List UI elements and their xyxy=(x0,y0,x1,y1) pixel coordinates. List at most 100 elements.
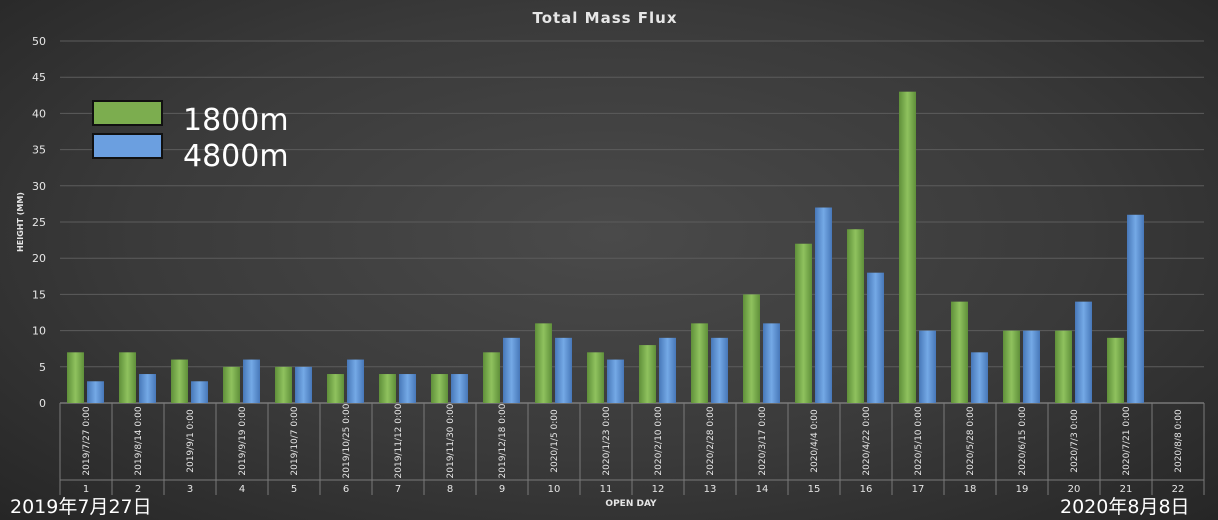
bar-1800m xyxy=(639,345,656,403)
x-date-label: 2019/12/18 0:00 xyxy=(498,403,508,478)
legend-label-1800m: 1800m xyxy=(183,103,289,138)
x-category-label: 11 xyxy=(600,484,613,495)
bar-4800m xyxy=(659,337,676,403)
x-category-label: 15 xyxy=(808,484,821,495)
bar-4800m xyxy=(815,207,832,403)
legend-swatch-1800m xyxy=(92,100,163,126)
x-date-label: 2020/5/28 0:00 xyxy=(966,406,976,475)
x-category-label: 13 xyxy=(704,484,717,495)
x-category-label: 10 xyxy=(548,484,561,495)
x-category-label: 4 xyxy=(239,484,245,495)
x-category-label: 2 xyxy=(135,484,141,495)
end-date-annotation: 2020年8月8日 xyxy=(1060,496,1190,518)
bars xyxy=(67,91,1144,404)
x-category-label: 19 xyxy=(1016,484,1029,495)
y-tick-label: 10 xyxy=(32,325,46,338)
bar-4800m xyxy=(711,337,728,403)
x-date-label: 2020/7/21 0:00 xyxy=(1122,406,1132,475)
bar-4800m xyxy=(139,374,156,403)
bar-1800m xyxy=(119,352,136,403)
bar-4800m xyxy=(243,359,260,403)
x-date-label: 2019/11/30 0:00 xyxy=(446,403,456,478)
x-category-label: 1 xyxy=(83,484,89,495)
bar-4800m xyxy=(607,359,624,403)
x-category-label: 7 xyxy=(395,484,401,495)
x-category-label: 5 xyxy=(291,484,297,495)
x-category-label: 3 xyxy=(187,484,193,495)
bar-4800m xyxy=(867,272,884,403)
y-tick-label: 0 xyxy=(39,397,46,410)
x-date-label: 2020/3/17 0:00 xyxy=(758,406,768,475)
x-date-label: 2019/7/27 0:00 xyxy=(82,406,92,475)
bar-1800m xyxy=(899,91,916,404)
bar-4800m xyxy=(295,366,312,403)
bar-1800m xyxy=(951,301,968,403)
y-tick-label: 5 xyxy=(39,361,46,374)
bar-1800m xyxy=(795,243,812,403)
x-date-label: 2020/8/8 0:00 xyxy=(1174,409,1184,473)
x-date-label: 2019/9/19 0:00 xyxy=(238,406,248,475)
x-category-label: 17 xyxy=(912,484,925,495)
x-axis-label: OPEN DAY xyxy=(605,499,657,509)
bar-4800m xyxy=(919,330,936,403)
x-date-label: 2020/2/28 0:00 xyxy=(706,406,716,475)
bar-1800m xyxy=(691,323,708,403)
bar-1800m xyxy=(275,366,292,403)
bar-1800m xyxy=(379,374,396,403)
x-category-label: 9 xyxy=(499,484,505,495)
x-category-label: 8 xyxy=(447,484,453,495)
x-date-label: 2019/10/25 0:00 xyxy=(342,403,352,478)
bar-4800m xyxy=(971,352,988,403)
bar-1800m xyxy=(1003,330,1020,403)
bar-4800m xyxy=(347,359,364,403)
bar-1800m xyxy=(535,323,552,403)
x-date-label: 2020/1/5 0:00 xyxy=(550,409,560,473)
y-tick-label: 25 xyxy=(32,216,46,229)
x-category-label: 14 xyxy=(756,484,769,495)
legend-label-4800m: 4800m xyxy=(183,139,289,174)
x-category-label: 22 xyxy=(1172,484,1185,495)
bar-1800m xyxy=(483,352,500,403)
x-date-label: 2019/11/12 0:00 xyxy=(394,403,404,478)
y-tick-label: 50 xyxy=(32,35,46,48)
bar-4800m xyxy=(555,337,572,403)
bar-1800m xyxy=(327,374,344,403)
bar-4800m xyxy=(399,374,416,403)
x-date-label: 2019/10/7 0:00 xyxy=(290,406,300,475)
x-date-label: 2020/7/3 0:00 xyxy=(1070,409,1080,473)
x-date-label: 2020/4/4 0:00 xyxy=(810,409,820,473)
x-date-label: 2019/8/14 0:00 xyxy=(134,406,144,475)
legend-swatch-4800m xyxy=(92,133,163,159)
bar-1800m xyxy=(223,366,240,403)
bar-4800m xyxy=(763,323,780,403)
bar-1800m xyxy=(1107,337,1124,403)
x-date-label: 2019/9/1 0:00 xyxy=(186,409,196,473)
x-category-label: 20 xyxy=(1068,484,1081,495)
x-category-label: 16 xyxy=(860,484,873,495)
bar-4800m xyxy=(503,337,520,403)
x-date-label: 2020/6/15 0:00 xyxy=(1018,406,1028,475)
bar-1800m xyxy=(587,352,604,403)
x-category-label: 6 xyxy=(343,484,349,495)
bar-1800m xyxy=(431,374,448,403)
y-axis-ticks: 0 5 10 15 20 25 30 35 40 45 50 xyxy=(32,35,46,410)
bar-1800m xyxy=(1055,330,1072,403)
bar-4800m xyxy=(1023,330,1040,403)
bar-4800m xyxy=(1075,301,1092,403)
bar-4800m xyxy=(191,381,208,403)
x-category-label: 21 xyxy=(1120,484,1133,495)
x-category-label: 12 xyxy=(652,484,665,495)
bar-4800m xyxy=(451,374,468,403)
x-date-label: 2020/2/10 0:00 xyxy=(654,406,664,475)
y-tick-label: 35 xyxy=(32,144,46,157)
bar-1800m xyxy=(171,359,188,403)
x-category-label: 18 xyxy=(964,484,977,495)
y-tick-label: 30 xyxy=(32,180,46,193)
y-tick-label: 20 xyxy=(32,252,46,265)
bar-1800m xyxy=(847,229,864,403)
y-tick-label: 15 xyxy=(32,288,46,301)
x-axis: 2019/7/27 0:00 1 2019/8/14 0:00 2 2019/9/1 0… xyxy=(59,402,1205,495)
x-date-label: 2020/4/22 0:00 xyxy=(862,406,872,475)
